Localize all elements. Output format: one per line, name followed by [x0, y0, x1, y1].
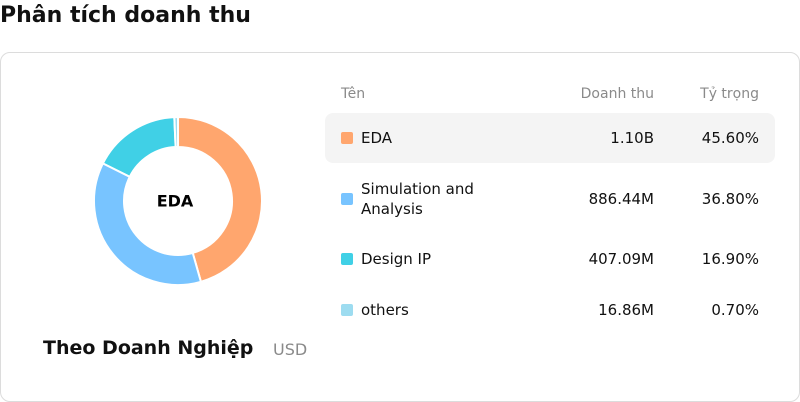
- unit-label: USD: [273, 340, 308, 359]
- row-highlight: [325, 113, 775, 163]
- revenue: 16.86M: [598, 301, 654, 319]
- column-header: Tên: [341, 86, 366, 102]
- legend-swatch: [341, 304, 353, 316]
- legend-swatch: [341, 193, 353, 205]
- column-header: Doanh thu: [580, 86, 654, 102]
- category-name: Design IP: [361, 250, 432, 268]
- donut-segment: [101, 116, 177, 179]
- legend-swatch: [341, 132, 353, 144]
- share: 36.80%: [701, 190, 759, 208]
- donut-segment: [173, 115, 179, 149]
- share: 45.60%: [701, 129, 759, 147]
- column-header: Tỷ trọng: [700, 86, 759, 102]
- donut-segment: [177, 115, 263, 284]
- donut-segment: [93, 161, 203, 286]
- legend-swatch: [341, 253, 353, 265]
- revenue: 407.09M: [588, 250, 654, 268]
- revenue: 1.10B: [610, 129, 654, 147]
- chart-subtitle: Theo Doanh Nghiệp: [43, 337, 254, 359]
- category-name: others: [361, 301, 409, 319]
- category-name: EDA: [361, 129, 393, 147]
- share: 16.90%: [701, 250, 759, 268]
- donut-chart: EDA: [93, 115, 263, 286]
- center-label: EDA: [157, 192, 194, 211]
- category-name: Simulation and Analysis: [361, 180, 474, 218]
- page-title: Phân tích doanh thu: [0, 3, 251, 28]
- revenue: 886.44M: [588, 190, 654, 208]
- share: 0.70%: [711, 301, 759, 319]
